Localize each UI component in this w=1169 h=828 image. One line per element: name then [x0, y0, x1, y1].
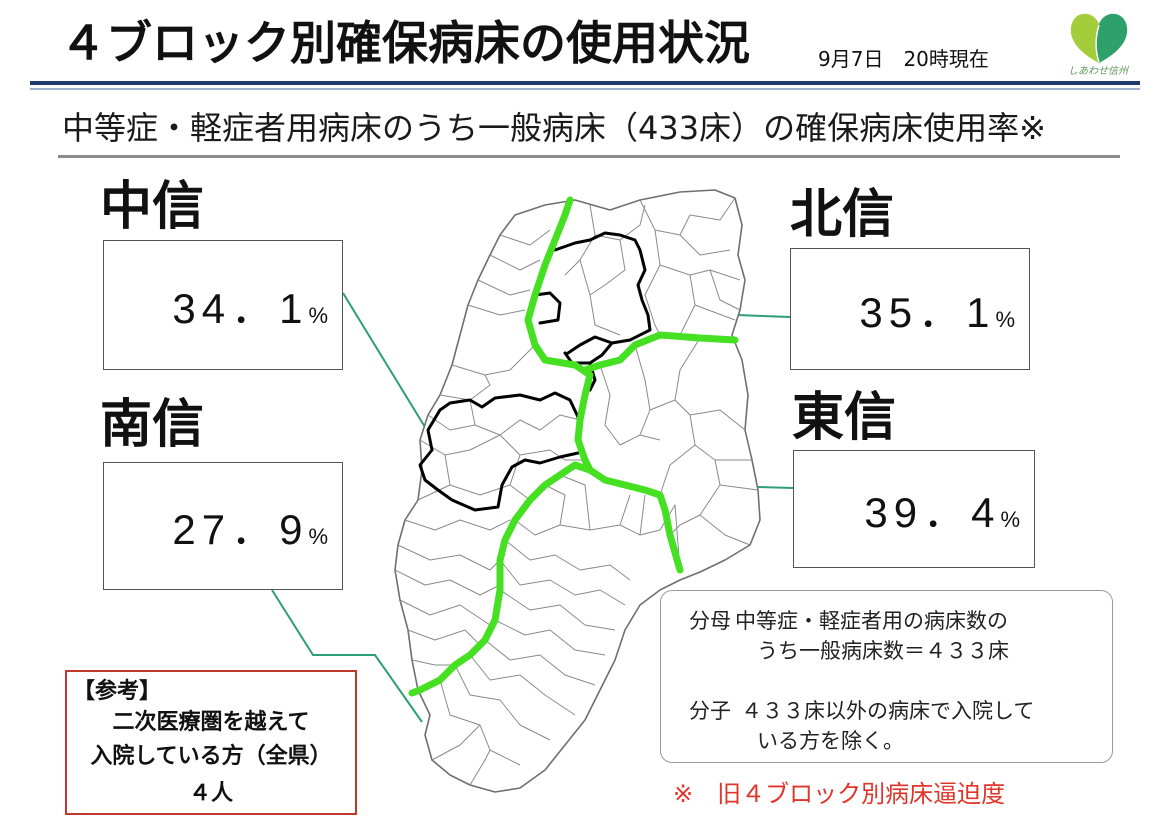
block-boundary-lines: [408, 196, 739, 697]
hokushin-chushin-boundary: [524, 196, 594, 474]
logo-right-leaf: [1095, 13, 1128, 63]
chushin-rate-unit: %: [308, 302, 328, 328]
denominator-line-1: 中等症・軽症者用の病床数の: [735, 609, 1008, 633]
toshin-label: 東信: [792, 388, 897, 448]
page-title: ４ブロック別確保病床の使用状況: [60, 16, 750, 70]
chushin-rate-box: 34．1%: [103, 240, 343, 370]
municipal-boundaries: [395, 197, 759, 786]
numerator-label: 分子: [689, 699, 731, 723]
reference-heading: 【参考】: [73, 679, 162, 704]
toshin-rate-box: 39．4%: [793, 450, 1035, 568]
subtitle-rule: [58, 155, 1120, 158]
chushin-rate-value: 34．1: [172, 284, 309, 332]
footnote: ※ 旧４ブロック別病床逼迫度: [673, 780, 1006, 808]
logo-wordmark: しあわせ信州: [1068, 66, 1128, 77]
toshin-rate-unit: %: [1000, 506, 1020, 532]
hokushin-rate-value: 35．1: [859, 288, 996, 336]
denominator-label: 分母: [689, 609, 731, 633]
numerator-line-2: いる方を除く。: [757, 729, 904, 753]
reference-line-2: 入院している方（全県）: [90, 744, 332, 769]
chushin-rate: 34．1%: [172, 275, 328, 336]
reference-box: 【参考】 二次医療圏を越えて 入院している方（全県） ４人: [65, 670, 357, 815]
header-rule: [30, 81, 1140, 85]
nanshin-rate-box: 27．9%: [103, 462, 343, 590]
as-of-timestamp: 9月7日 20時現在: [818, 47, 989, 71]
definition-box: 分母 中等症・軽症者用の病床数の うち一般病床数＝４３３床 分子 ４３３床以外の…: [660, 590, 1113, 763]
nanshin-rate-value: 27．9: [172, 505, 309, 553]
chushin-label: 中信: [100, 177, 205, 237]
western-highlight-outline: [418, 391, 582, 512]
hokushin-rate-box: 35．1%: [790, 248, 1030, 370]
nanshin-boundary: [408, 461, 594, 697]
subtitle: 中等症・軽症者用病床のうち一般病床（433床）の確保病床使用率※: [62, 109, 1046, 147]
hokushin-toshin-boundary: [581, 331, 739, 374]
header-rule-secondary: [30, 88, 1140, 90]
nanshin-label: 南信: [100, 395, 205, 455]
chushin-leader-line: [342, 292, 429, 433]
toshin-rate: 39．4%: [864, 479, 1020, 540]
hokushin-label: 北信: [790, 185, 895, 245]
toshin-rate-value: 39．4: [864, 488, 1001, 536]
numerator-line-1: ４３３床以外の病床で入院して: [741, 699, 1035, 723]
toshin-leader-line: [756, 486, 794, 489]
denominator-line-2: うち一般病床数＝４３３床: [757, 639, 1009, 663]
hokushin-rate: 35．1%: [859, 279, 1015, 340]
reference-count: ４人: [188, 781, 233, 806]
leader-lines: [271, 292, 794, 723]
nanshin-leader-line: [271, 589, 423, 723]
toshin-boundary: [586, 466, 684, 574]
nagano-map: [394, 189, 761, 793]
logo-left-leaf: [1070, 13, 1099, 63]
nanshin-rate: 27．9%: [172, 496, 328, 557]
northern-highlight-piece: [533, 291, 562, 325]
nanshin-rate-unit: %: [308, 523, 328, 549]
heart-leaf-logo-icon: [1070, 13, 1128, 63]
logo-leaf-vein: [1095, 24, 1100, 63]
northern-highlight-outline: [553, 231, 652, 355]
hokushin-rate-unit: %: [995, 306, 1015, 332]
reference-line-1: 二次医療圏を越えて: [112, 710, 310, 735]
